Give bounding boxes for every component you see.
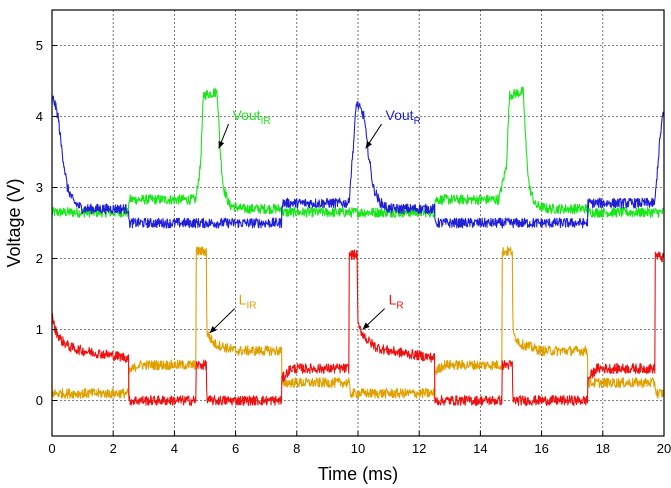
annotation-label: LR	[389, 292, 404, 312]
y-tick-label: 3	[36, 180, 43, 195]
y-tick-label: 5	[36, 38, 43, 53]
annotation-sub-text: R	[414, 116, 421, 127]
x-tick-label: 18	[596, 441, 610, 456]
series-line-l_ir	[51, 246, 665, 399]
annotation-main-text: L	[389, 292, 397, 308]
annotation-arrowhead	[365, 140, 372, 149]
x-tick-label: 14	[473, 441, 487, 456]
annotation-arrowhead	[362, 322, 370, 330]
x-tick-label: 6	[232, 441, 239, 456]
y-tick-label: 0	[36, 393, 43, 408]
x-tick-label: 10	[351, 441, 365, 456]
y-tick-label: 2	[36, 251, 43, 266]
series-line-vout_ir	[51, 86, 665, 218]
annotation-sub-text: R	[396, 301, 403, 312]
y-axis-title: Voltage (V)	[4, 178, 24, 267]
annotation-label: LIR	[239, 292, 257, 312]
annotation-main-text: L	[239, 292, 247, 308]
x-tick-label: 0	[48, 441, 55, 456]
annotation-sub-text: IR	[246, 301, 256, 312]
annotation-arrowhead	[218, 140, 225, 149]
series-group	[51, 86, 665, 407]
series-line-l_r	[51, 249, 665, 407]
series-line-vout_r	[51, 95, 665, 229]
annotation-arrowhead	[209, 326, 217, 334]
y-tick-label: 1	[36, 322, 43, 337]
x-axis-title: Time (ms)	[318, 464, 398, 484]
x-tick-label: 4	[171, 441, 178, 456]
annotation-main-text: Vout	[233, 107, 261, 123]
x-tick-label: 12	[412, 441, 426, 456]
x-tick-label: 20	[657, 441, 671, 456]
annotation-main-text: Vout	[386, 107, 414, 123]
x-tick-label: 8	[293, 441, 300, 456]
x-tick-label: 2	[110, 441, 117, 456]
annotation-label: VoutR	[386, 107, 421, 127]
annotation-sub-text: IR	[261, 116, 271, 127]
x-tick-label: 16	[534, 441, 548, 456]
y-tick-label: 4	[36, 109, 43, 124]
annotation-label: VoutIR	[233, 107, 271, 127]
